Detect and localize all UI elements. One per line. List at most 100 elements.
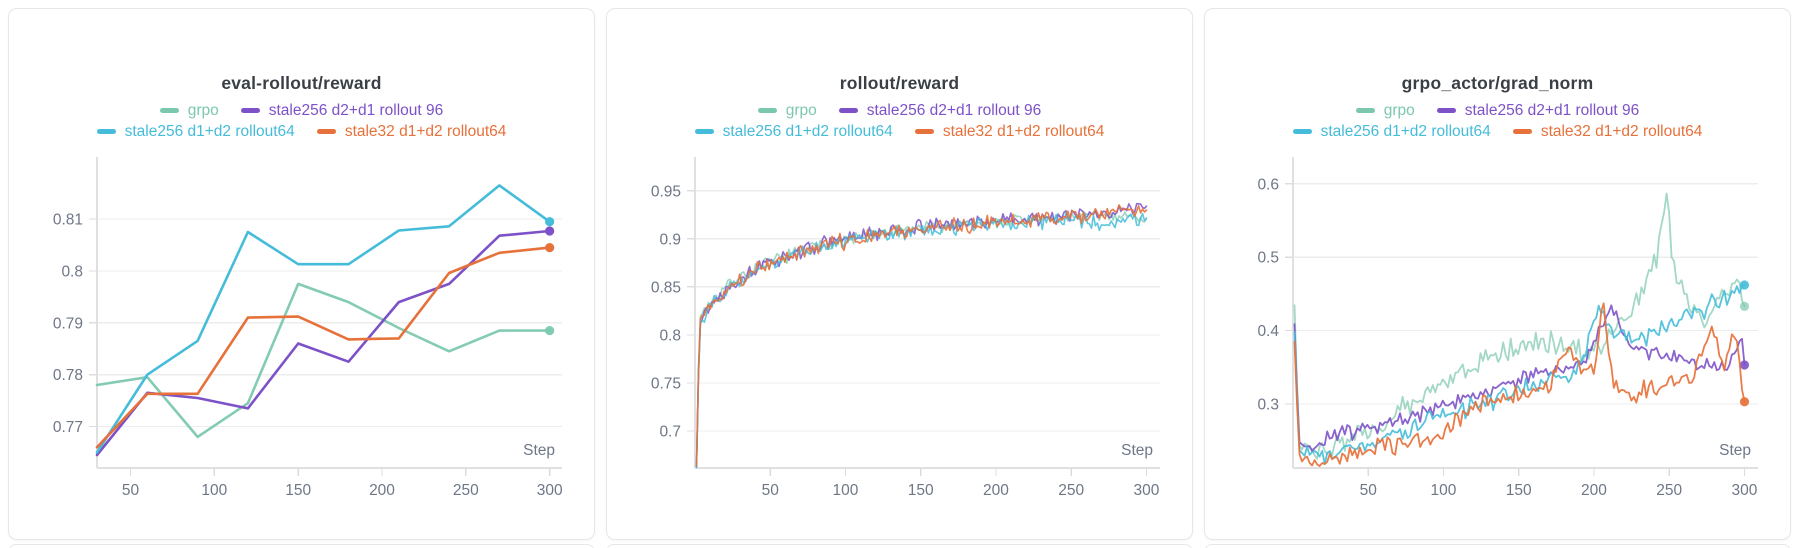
series-line-grpo[interactable] (1293, 192, 1746, 460)
legend-label: stale32 d1+d2 rollout64 (1540, 122, 1703, 140)
panel-eval-rollout-reward[interactable]: eval-rollout/reward grpo stale256 d2+d1 … (8, 8, 595, 540)
series-line-stale32-d1-d2-rollout64[interactable] (1293, 302, 1746, 467)
chart-legend: grpo stale256 d2+d1 rollout 96 stale256 … (1205, 103, 1790, 139)
series-color-swatch-icon (1292, 128, 1312, 134)
panel-top-sliver (606, 544, 1193, 548)
legend-item-stale256-d2d1[interactable]: stale256 d2+d1 rollout 96 (838, 102, 1042, 119)
legend-row: stale256 d1+d2 rollout64 stale32 d1+d2 r… (1292, 122, 1703, 140)
series-end-dot-grpo[interactable] (545, 325, 555, 336)
legend-label: stale256 d2+d1 rollout 96 (866, 102, 1042, 119)
series-color-swatch-icon (240, 108, 260, 114)
legend-label: stale256 d1+d2 rollout64 (124, 122, 295, 140)
x-tick-label: 150 (1506, 482, 1532, 499)
series-color-swatch-icon (838, 108, 858, 114)
chart-title: grpo_actor/grad_norm (1401, 73, 1594, 93)
series-color-swatch-icon (757, 108, 777, 114)
legend-item-grpo[interactable]: grpo (1355, 102, 1415, 119)
series-line-grpo[interactable] (95, 282, 551, 439)
legend-label: stale32 d1+d2 rollout64 (344, 122, 507, 140)
chart-legend: grpo stale256 d2+d1 rollout 96 stale256 … (9, 103, 594, 139)
next-row-panel-tops (0, 540, 1803, 548)
panel-top-sliver (1204, 544, 1791, 548)
legend-row: stale256 d1+d2 rollout64 stale32 d1+d2 r… (694, 122, 1104, 140)
legend-item-grpo[interactable]: grpo (757, 103, 817, 119)
legend-item-stale32-d1d2[interactable]: stale32 d1+d2 rollout64 (914, 123, 1104, 140)
y-tick-label: 0.7 (659, 424, 681, 441)
legend-item-stale32-d1d2[interactable]: stale32 d1+d2 rollout64 (316, 122, 507, 140)
legend-label: stale256 d2+d1 rollout 96 (1464, 102, 1640, 119)
legend-row: grpo stale256 d2+d1 rollout 96 (159, 102, 444, 119)
series-line-stale256-d1-d2-rollout64[interactable] (695, 211, 1148, 469)
y-tick-label: 0.8 (61, 263, 83, 280)
legend-row: stale256 d1+d2 rollout64 stale32 d1+d2 r… (96, 122, 507, 140)
series-line-stale256-d2-d1-rollout-96[interactable] (95, 229, 551, 457)
series-color-swatch-icon (1512, 128, 1532, 134)
x-tick-label: 250 (1656, 482, 1682, 499)
x-tick-label: 50 (762, 482, 780, 499)
series-line-stale256-d1-d2-rollout64[interactable] (95, 184, 551, 454)
x-tick-label: 300 (537, 482, 563, 499)
series-color-swatch-icon (1436, 108, 1456, 114)
legend-item-stale256-d2d1[interactable]: stale256 d2+d1 rollout 96 (1436, 102, 1640, 119)
legend-label: stale256 d2+d1 rollout 96 (268, 102, 444, 119)
legend-item-grpo[interactable]: grpo (159, 103, 219, 119)
y-tick-label: 0.95 (651, 183, 681, 200)
series-end-dot-stale256-d2-d1-rollout-96[interactable] (1739, 360, 1750, 370)
series-end-dot-stale256-d1-d2-rollout64[interactable] (545, 217, 555, 227)
x-axis-title: Step (1719, 442, 1751, 459)
x-tick-label: 50 (1360, 482, 1378, 499)
legend-item-stale256-d2d1[interactable]: stale256 d2+d1 rollout 96 (240, 102, 444, 119)
legend-label: stale256 d1+d2 rollout64 (1320, 122, 1491, 140)
series-line-stale256-d2-d1-rollout-96[interactable] (1293, 304, 1746, 453)
x-tick-label: 100 (833, 482, 859, 499)
x-tick-label: 200 (983, 482, 1009, 499)
legend-item-stale32-d1d2[interactable]: stale32 d1+d2 rollout64 (1512, 122, 1703, 140)
y-tick-label: 0.9 (659, 231, 681, 248)
series-line-stale256-d2-d1-rollout-96[interactable] (695, 202, 1148, 468)
panel-rollout-reward[interactable]: rollout/reward grpo stale256 d2+d1 rollo… (606, 8, 1193, 540)
series-line-grpo[interactable] (695, 209, 1148, 469)
chart-legend: grpo stale256 d2+d1 rollout 96 stale256 … (607, 103, 1192, 139)
y-tick-label: 0.4 (1257, 323, 1279, 340)
y-tick-label: 0.5 (1257, 250, 1279, 267)
x-tick-label: 150 (285, 482, 311, 499)
x-tick-label: 250 (1058, 482, 1084, 499)
x-tick-label: 200 (369, 482, 395, 499)
y-tick-label: 0.78 (53, 367, 83, 384)
y-tick-label: 0.8 (659, 327, 681, 344)
y-tick-label: 0.81 (53, 212, 83, 229)
series-color-swatch-icon (96, 128, 116, 134)
series-end-dot-grpo[interactable] (1739, 301, 1750, 311)
series-end-dot-stale256-d1-d2-rollout64[interactable] (1739, 280, 1750, 290)
x-tick-label: 300 (1732, 482, 1758, 499)
y-tick-label: 0.75 (651, 375, 681, 392)
x-tick-label: 300 (1134, 482, 1160, 499)
series-color-swatch-icon (914, 128, 934, 134)
x-tick-label: 100 (1431, 482, 1457, 499)
legend-item-stale256-d1d2[interactable]: stale256 d1+d2 rollout64 (694, 122, 893, 140)
x-axis-title: Step (523, 442, 555, 459)
legend-row: grpo stale256 d2+d1 rollout 96 (757, 102, 1042, 119)
legend-label: stale256 d1+d2 rollout64 (722, 122, 893, 140)
x-tick-label: 100 (201, 482, 227, 499)
chart-title: rollout/reward (839, 73, 960, 93)
legend-label: grpo (1383, 102, 1415, 119)
series-end-dot-stale32-d1-d2-rollout64[interactable] (545, 243, 555, 253)
series-color-swatch-icon (159, 108, 179, 114)
series-line-stale32-d1-d2-rollout64[interactable] (95, 246, 551, 449)
series-color-swatch-icon (694, 128, 714, 134)
y-tick-label: 0.6 (1257, 176, 1279, 193)
y-tick-label: 0.85 (651, 279, 681, 296)
legend-item-stale256-d1d2[interactable]: stale256 d1+d2 rollout64 (1292, 122, 1491, 140)
y-tick-label: 0.3 (1257, 396, 1279, 413)
series-line-stale32-d1-d2-rollout64[interactable] (695, 204, 1148, 467)
x-axis-title: Step (1121, 442, 1153, 459)
y-tick-label: 0.79 (53, 315, 83, 332)
panel-grpo-actor-grad-norm[interactable]: grpo_actor/grad_norm grpo stale256 d2+d1… (1204, 8, 1791, 540)
series-line-stale256-d1-d2-rollout64[interactable] (1293, 284, 1746, 465)
legend-item-stale256-d1d2[interactable]: stale256 d1+d2 rollout64 (96, 122, 295, 140)
series-end-dot-stale256-d2-d1-rollout-96[interactable] (545, 226, 555, 236)
series-end-dot-stale32-d1-d2-rollout64[interactable] (1739, 397, 1750, 407)
chart-title: eval-rollout/reward (221, 73, 382, 93)
